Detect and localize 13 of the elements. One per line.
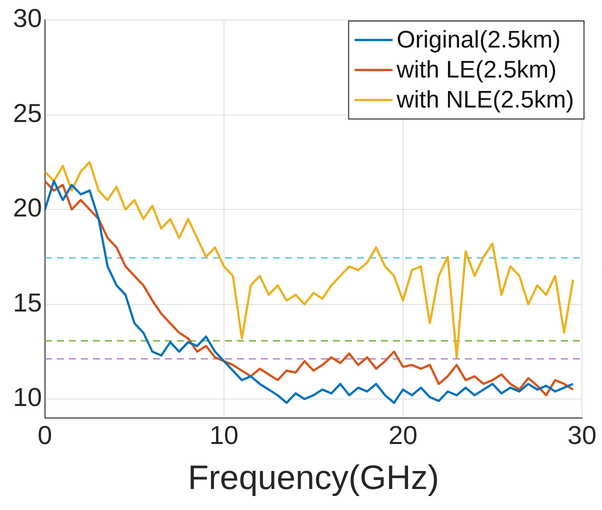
legend-label: Original(2.5km) bbox=[396, 26, 561, 54]
y-tick-label: 25 bbox=[13, 98, 42, 128]
x-axis-title: Frequency(GHz) bbox=[188, 458, 440, 497]
y-tick-label: 20 bbox=[13, 192, 42, 223]
x-tick-label: 0 bbox=[38, 420, 52, 450]
x-tick-label: 30 bbox=[568, 420, 596, 450]
y-tick-label: 30 bbox=[13, 3, 42, 34]
x-tick-label: 10 bbox=[209, 420, 238, 450]
x-tick-label: 20 bbox=[388, 420, 418, 450]
y-tick-label: 10 bbox=[13, 382, 42, 412]
legend-label: with LE(2.5km) bbox=[396, 56, 557, 84]
legend-label: with NLE(2.5km) bbox=[396, 86, 574, 114]
y-tick-label: 15 bbox=[13, 287, 42, 318]
